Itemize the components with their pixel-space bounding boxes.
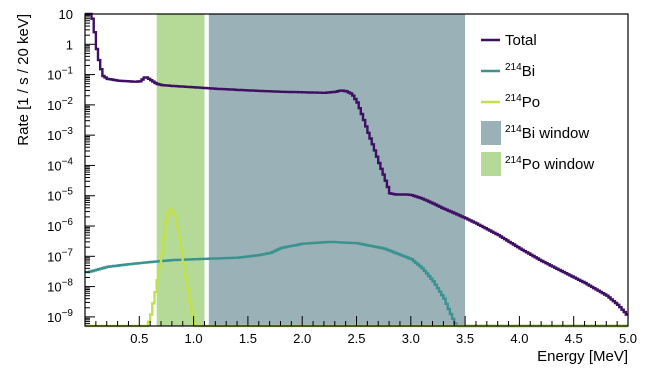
x-tick-label: 4.0 <box>510 331 528 346</box>
x-axis-ticks: 0.5 1.0 1.5 2.0 2.5 3.0 3.5 4.0 4.5 5.0 <box>95 316 637 346</box>
y-tick-label: 10−9 <box>47 308 73 325</box>
x-tick-label: 3.5 <box>456 331 474 346</box>
y-tick-label: 10−5 <box>47 187 73 204</box>
x-tick-label: 1.5 <box>239 331 257 346</box>
legend-entry-po214-label: 214Po <box>505 93 540 111</box>
region-po214-window <box>156 14 205 326</box>
x-tick-label: 0.5 <box>130 331 148 346</box>
y-tick-label: 10 <box>59 7 73 22</box>
y-tick-label: 10−6 <box>47 217 73 234</box>
y-tick-label: 10−2 <box>47 96 73 113</box>
legend-entry-total-label: Total <box>505 32 537 49</box>
y-tick-label: 10−3 <box>47 126 73 143</box>
x-tick-label: 2.5 <box>347 331 365 346</box>
x-tick-label: 5.0 <box>619 331 637 346</box>
region-bi214-window <box>208 14 466 326</box>
y-axis-label: Rate [1 / s / 20 keV] <box>15 14 32 146</box>
y-axis-ticks: 10 1 10−1 10−2 10−3 10−4 10−5 10−6 10−7 10−8 10−9 <box>47 7 95 327</box>
legend-entry-bi214-window-label: 214Bi window <box>505 124 589 142</box>
x-tick-label: 3.0 <box>402 331 420 346</box>
legend: Total 214Bi 214Po 214Bi window 214Po window <box>481 32 594 176</box>
window-regions <box>156 14 466 326</box>
legend-entry-bi214-window-swatch <box>481 121 501 145</box>
y-tick-label: 10−7 <box>47 247 73 264</box>
legend-entry-po214-window-swatch <box>481 152 501 176</box>
x-axis-label: Energy [MeV] <box>537 348 628 365</box>
x-tick-label: 1.0 <box>185 331 203 346</box>
legend-entry-po214-window-label: 214Po window <box>505 155 594 173</box>
y-tick-label: 10−8 <box>47 278 73 295</box>
y-tick-label: 1 <box>66 37 73 52</box>
y-tick-label: 10−1 <box>47 66 73 83</box>
x-tick-label: 2.0 <box>293 331 311 346</box>
y-tick-label: 10−4 <box>47 156 73 173</box>
total-series-line <box>85 12 628 316</box>
legend-entry-bi214-label: 214Bi <box>505 62 535 80</box>
x-tick-label: 4.5 <box>565 331 583 346</box>
